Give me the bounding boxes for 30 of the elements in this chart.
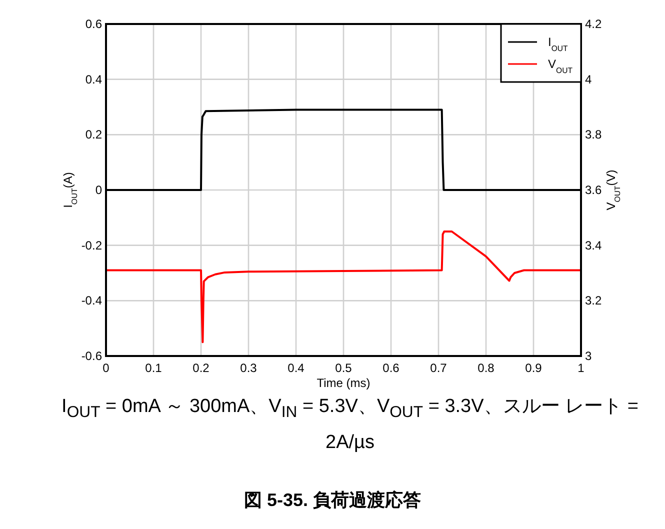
y2-tick-label: 3.2 bbox=[585, 294, 602, 308]
x-tick-label: 0.1 bbox=[145, 361, 162, 375]
x-tick-label: 1 bbox=[578, 361, 585, 375]
y-tick-label: -0.2 bbox=[81, 238, 102, 252]
text: 図 5-35. 負荷過渡応答 bbox=[242, 489, 422, 512]
y-tick-label: -0.6 bbox=[81, 349, 102, 363]
line-series bbox=[105, 230, 582, 344]
x-axis-title: Time (ms) bbox=[316, 376, 370, 390]
y2-tick-label: 3.4 bbox=[585, 238, 602, 252]
x-tick-label: 0.4 bbox=[288, 361, 305, 375]
x-tick-label: 0.7 bbox=[430, 361, 448, 375]
y2-tick-label: 3.8 bbox=[585, 128, 602, 142]
legend-label: I$_{OUT}$ bbox=[548, 35, 568, 52]
y2-tick-label: 4 bbox=[585, 72, 592, 86]
x-tick-label: 0.8 bbox=[478, 361, 495, 375]
y-tick-label: 0 bbox=[95, 183, 102, 197]
x-tick-label: 0.5 bbox=[335, 361, 352, 375]
x-tick-label: 0.2 bbox=[192, 361, 210, 375]
legend-label: V$_{OUT}$ bbox=[548, 57, 573, 74]
x-tick-label: 0.3 bbox=[240, 361, 258, 375]
y-tick-label: 0.4 bbox=[85, 72, 102, 86]
y-tick-label: 0.6 bbox=[85, 17, 102, 31]
y2-tick-label: 3.6 bbox=[585, 183, 602, 197]
x-tick-label: 0.9 bbox=[525, 361, 542, 375]
text: I$_{OUT}$ = 0mA ～ 300mA、V$_{IN}$ = 5.3V、V$_{OUT}$ = 3.3V、スルー レート = 2A/µs bbox=[62, 396, 638, 453]
y2-tick-label: 3 bbox=[585, 349, 592, 363]
y-tick-label: 0.2 bbox=[85, 128, 102, 142]
x-tick-label: 0.6 bbox=[382, 361, 400, 375]
y-tick-label: -0.4 bbox=[81, 294, 102, 308]
y2-tick-label: 4.2 bbox=[585, 17, 602, 31]
